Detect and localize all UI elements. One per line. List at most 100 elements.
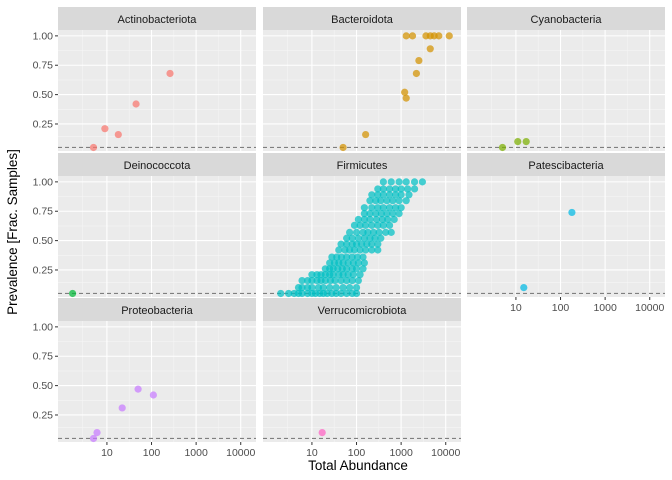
data-point <box>318 429 326 437</box>
x-tick-label: 1000 <box>389 447 413 459</box>
data-point <box>375 228 383 236</box>
data-point <box>374 246 382 254</box>
facet-strip <box>467 7 665 30</box>
data-point <box>498 143 507 152</box>
y-tick-label: 0.25 <box>33 264 54 276</box>
data-point <box>363 240 371 248</box>
data-point <box>69 289 77 298</box>
x-tick-label: 10000 <box>635 302 664 314</box>
data-point <box>368 246 376 254</box>
data-point <box>362 130 370 139</box>
facet-strip-label: Actinobacteriota <box>118 14 198 26</box>
facet-strip <box>263 7 461 30</box>
data-point <box>354 259 362 267</box>
data-point <box>346 228 354 236</box>
data-point <box>378 215 386 224</box>
data-point <box>308 276 316 285</box>
data-point <box>298 284 306 292</box>
data-point <box>349 259 357 267</box>
data-point <box>360 234 368 242</box>
facet-panels: Actinobacteriota 0.25 0.50 0.75 1.00 Bacteroi… <box>33 7 665 459</box>
data-point <box>339 271 347 279</box>
data-point <box>331 276 339 285</box>
data-point <box>383 197 391 205</box>
data-point <box>352 240 361 248</box>
data-point <box>387 228 395 236</box>
data-point <box>348 253 356 261</box>
data-point <box>402 94 410 102</box>
data-point <box>298 289 306 298</box>
data-point <box>391 185 400 193</box>
facet-strip <box>263 153 461 176</box>
y-tick-label: 0.50 <box>33 89 54 101</box>
facet-strip-label: Proteobacteria <box>121 305 193 317</box>
data-point <box>332 284 340 292</box>
facet-strip <box>58 298 256 321</box>
facet-actinobacteriota: Actinobacteriota 0.25 0.50 0.75 1.00 <box>33 7 256 152</box>
data-point <box>343 289 351 298</box>
data-point <box>118 404 126 412</box>
data-point <box>383 209 391 218</box>
data-point <box>401 88 409 96</box>
data-point <box>356 271 364 279</box>
data-point <box>343 265 351 273</box>
data-point <box>356 221 364 229</box>
x-tick-label: 100 <box>143 447 161 459</box>
data-point <box>114 130 122 139</box>
data-point <box>348 234 356 242</box>
data-point <box>354 215 362 224</box>
data-point <box>402 32 410 40</box>
x-tick-label: 100 <box>348 447 366 459</box>
x-tick-label: 10 <box>510 302 522 314</box>
data-point <box>410 185 419 193</box>
data-point <box>308 284 316 292</box>
data-point <box>366 209 374 218</box>
data-point <box>389 209 397 218</box>
data-point <box>360 204 368 212</box>
data-point <box>166 69 174 78</box>
data-point <box>308 271 316 279</box>
y-tick-label: 0.50 <box>33 235 54 247</box>
data-point <box>382 228 390 236</box>
y-tick-label: 0.25 <box>33 409 54 421</box>
data-point <box>408 32 417 40</box>
data-point <box>514 138 522 146</box>
y-tick-label: 1.00 <box>33 321 54 333</box>
data-point <box>522 138 530 146</box>
data-point <box>372 197 380 205</box>
data-point <box>356 246 364 254</box>
x-tick-label: 10000 <box>226 447 255 459</box>
panel-background <box>58 176 256 297</box>
panel-background <box>467 30 665 151</box>
data-point <box>369 228 378 236</box>
data-point <box>385 221 394 229</box>
facet-strip <box>58 7 256 30</box>
data-point <box>397 204 405 212</box>
data-point <box>360 209 368 218</box>
data-point <box>337 240 345 248</box>
data-point <box>298 276 306 285</box>
data-point <box>359 265 367 273</box>
data-point <box>368 204 376 212</box>
data-point <box>362 221 370 229</box>
data-point <box>364 228 372 236</box>
x-tick-label: 100 <box>552 302 570 314</box>
data-point <box>348 276 356 285</box>
data-point <box>435 32 443 40</box>
y-tick-label: 0.75 <box>33 60 54 72</box>
facet-strip-label: Bacteroidota <box>331 14 394 26</box>
y-tick-label: 1.00 <box>33 30 54 42</box>
data-point <box>379 185 387 193</box>
data-point <box>395 197 403 205</box>
data-point <box>362 246 370 254</box>
facet-cyanobacteria: Cyanobacteria <box>467 7 665 152</box>
data-point <box>89 434 98 443</box>
data-point <box>418 178 427 186</box>
data-point <box>402 178 410 186</box>
data-point <box>568 208 576 217</box>
data-point <box>101 125 109 133</box>
x-tick-label: 1000 <box>593 302 617 314</box>
data-point <box>360 215 368 224</box>
data-point <box>379 204 387 212</box>
